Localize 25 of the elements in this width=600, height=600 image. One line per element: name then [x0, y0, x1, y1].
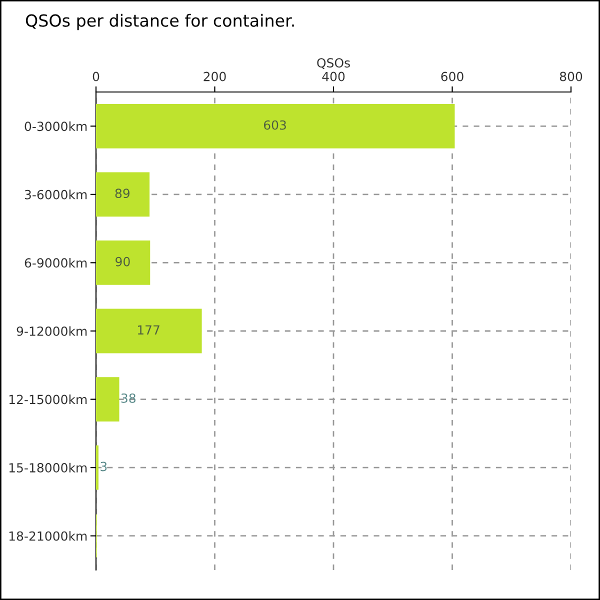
y-tick-label: 12-15000km: [9, 394, 87, 404]
y-tick-label: 9-12000km: [16, 326, 87, 336]
y-tick-label: 3-6000km: [24, 190, 87, 200]
x-tick-label: 800: [560, 72, 582, 82]
data-label: 177: [138, 325, 160, 334]
y-tick-label: 6-9000km: [24, 258, 87, 268]
x-axis-title: QSOs: [317, 58, 350, 70]
x-tick-label: 400: [322, 72, 345, 82]
bar: [96, 377, 120, 422]
bar: [96, 104, 455, 148]
y-tick-label: 18-21000km: [9, 531, 87, 541]
x-tick-label: 0: [92, 72, 100, 82]
x-tick-label: 600: [441, 72, 464, 82]
data-label: 603: [264, 120, 286, 130]
data-label: 3: [100, 462, 107, 472]
chart-title: QSOs per distance for container.: [26, 14, 294, 30]
y-tick-label: 0-3000km: [24, 121, 87, 132]
data-label: 89: [115, 188, 130, 198]
x-tick-label: 200: [204, 72, 226, 82]
bar: [96, 240, 150, 285]
data-label: 38: [121, 393, 136, 403]
y-tick-label: 15-18000km: [9, 462, 87, 472]
data-label: 90: [116, 256, 130, 266]
bar: [96, 172, 150, 217]
bar: [96, 308, 202, 354]
